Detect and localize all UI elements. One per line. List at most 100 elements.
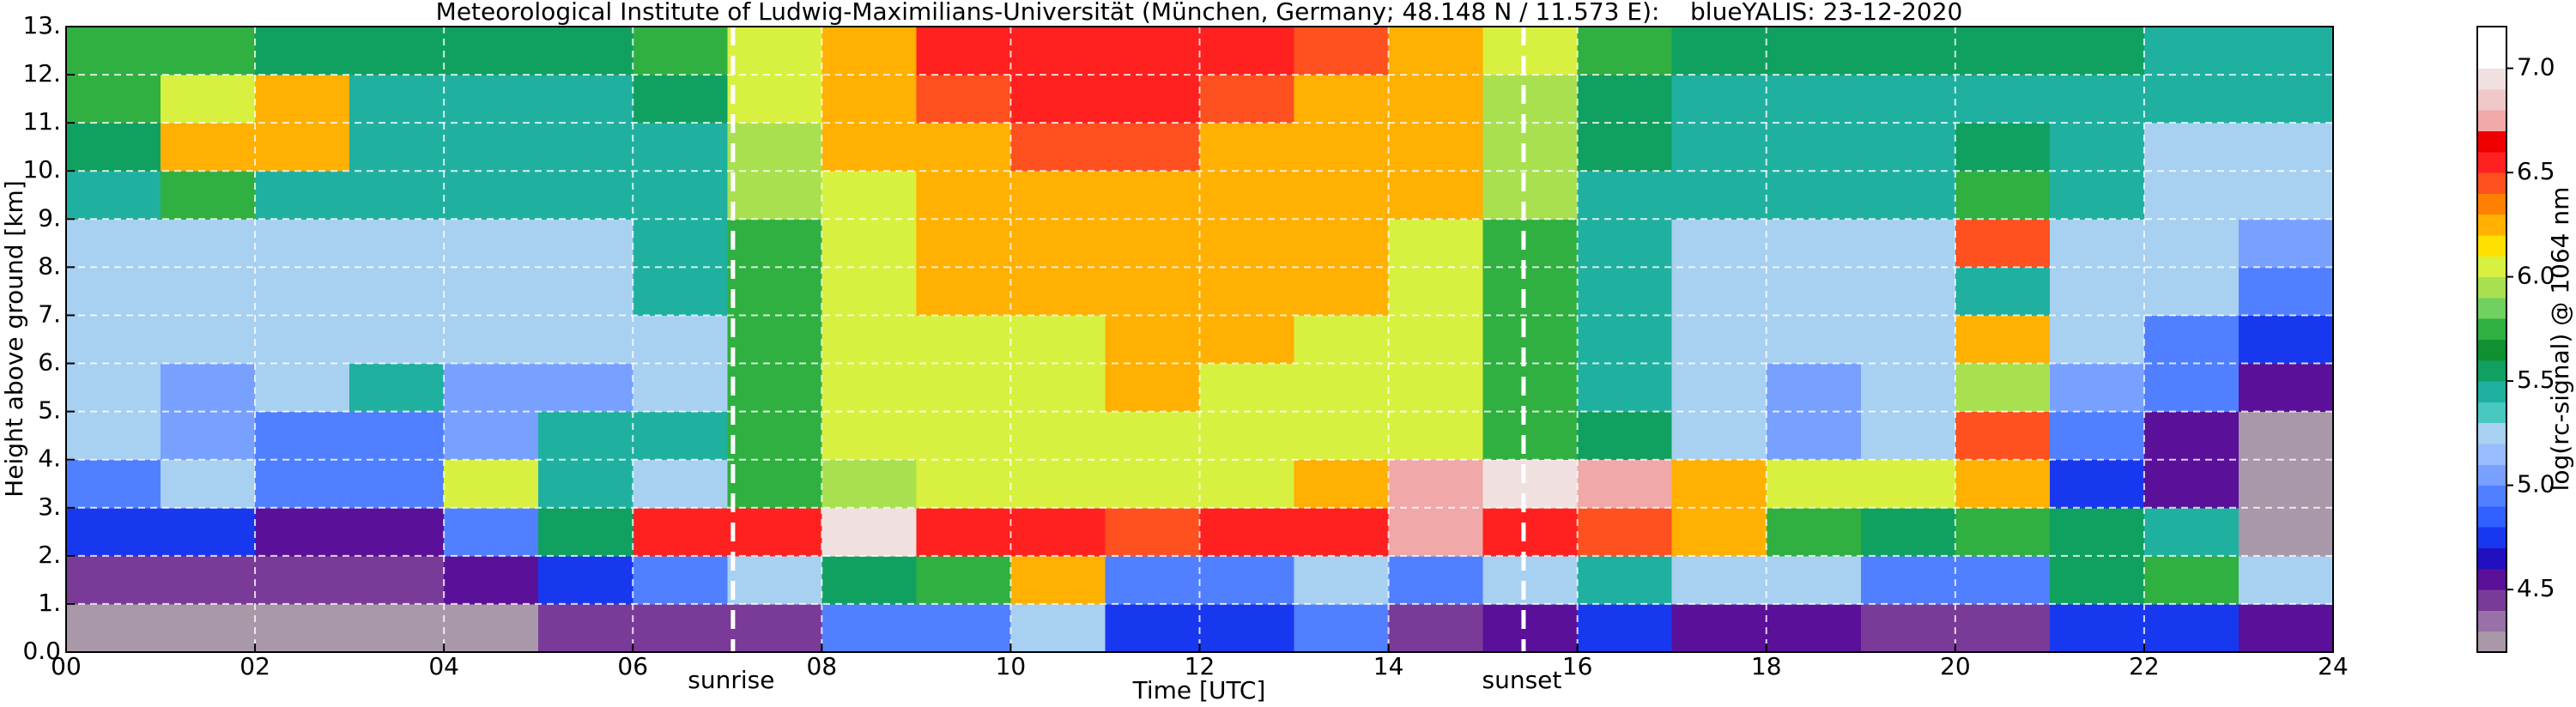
y-tick-label: 5. — [38, 396, 61, 425]
heatmap-cell — [1671, 411, 1767, 461]
heatmap-cell — [2049, 603, 2145, 653]
heatmap-cell — [633, 411, 728, 461]
x-tick-label: 12 — [1185, 652, 1215, 680]
heatmap-cell — [2143, 75, 2240, 124]
heatmap-cell — [1955, 459, 2051, 509]
heatmap-cell — [66, 363, 161, 413]
heatmap-cell — [349, 603, 445, 653]
heatmap-cell — [1010, 267, 1106, 316]
heatmap-cell — [727, 123, 822, 172]
heatmap-cell — [1010, 507, 1106, 557]
heatmap-cell — [349, 267, 445, 316]
heatmap-cell — [1482, 27, 1579, 76]
heatmap-cell — [2143, 315, 2240, 365]
heatmap-cell — [2238, 267, 2334, 316]
heatmap-cell — [2238, 27, 2334, 76]
heatmap-cell — [1294, 363, 1390, 413]
heatmap-cell — [1955, 315, 2051, 365]
heatmap-cell — [633, 363, 728, 413]
heatmap-cell — [1199, 459, 1295, 509]
heatmap-cell — [1388, 171, 1484, 220]
heatmap-cell — [1577, 27, 1673, 76]
heatmap-cell — [633, 171, 728, 220]
heatmap-cell — [1671, 603, 1767, 653]
heatmap-cell — [444, 555, 539, 605]
heatmap-cell — [2238, 459, 2334, 509]
heatmap-cell — [66, 555, 161, 605]
colorbar-step — [2477, 276, 2506, 299]
heatmap-cell — [2049, 411, 2145, 461]
colorbar-step — [2477, 68, 2506, 90]
heatmap-cell — [2143, 171, 2240, 220]
heatmap-cell — [2238, 315, 2334, 365]
heatmap-cell — [161, 555, 256, 605]
heatmap-cell — [349, 171, 445, 220]
heatmap-cell — [2049, 555, 2145, 605]
heatmap-cell — [727, 27, 822, 76]
heatmap-cell — [821, 411, 917, 461]
heatmap-cell — [161, 315, 256, 365]
heatmap-cell — [1199, 267, 1295, 316]
heatmap-cell — [255, 171, 350, 220]
heatmap-cell — [255, 459, 350, 509]
heatmap-cell — [255, 315, 350, 365]
heatmap-cell — [255, 267, 350, 316]
heatmap-cell — [1482, 603, 1579, 653]
heatmap-cell — [727, 459, 822, 509]
heatmap-cell — [2143, 459, 2240, 509]
heatmap-cell — [66, 411, 161, 461]
heatmap-cell — [1105, 27, 1200, 76]
heatmap-cell — [1388, 123, 1484, 172]
heatmap-cell — [66, 507, 161, 557]
heatmap-cell — [821, 171, 917, 220]
heatmap-cell — [821, 267, 917, 316]
heatmap-cell — [1955, 27, 2051, 76]
heatmap-cell — [1860, 459, 1956, 509]
x-tick-label: 02 — [239, 652, 270, 680]
heatmap-cell — [161, 171, 256, 220]
heatmap-cell — [1294, 459, 1390, 509]
heatmap-cell — [2049, 27, 2145, 76]
heatmap-cell — [2238, 507, 2334, 557]
colorbar-step — [2477, 297, 2506, 319]
heatmap-cell — [255, 75, 350, 124]
heatmap-cell — [916, 507, 1011, 557]
heatmap-cell — [2238, 603, 2334, 653]
colorbar-label: log(rc-signal) @ 1064 nm — [2546, 187, 2574, 492]
colorbar-step — [2477, 485, 2506, 507]
colorbar-tick-label: 4.5 — [2517, 574, 2555, 602]
heatmap-cell — [255, 27, 350, 76]
heatmap-cell — [727, 75, 822, 124]
colorbar-step — [2477, 568, 2506, 590]
colorbar-step — [2477, 589, 2506, 611]
y-tick-label: 10. — [22, 155, 61, 184]
heatmap-cell — [916, 27, 1011, 76]
heatmap-cell — [1860, 75, 1956, 124]
x-tick-label: 04 — [428, 652, 459, 680]
heatmap-cell — [538, 267, 633, 316]
colorbar-step — [2477, 547, 2506, 570]
heatmap-cell — [1388, 411, 1484, 461]
colorbar-step — [2477, 256, 2506, 278]
heatmap-cell — [1766, 603, 1862, 653]
heatmap-cell — [1294, 267, 1390, 316]
heatmap-cell — [1671, 555, 1767, 605]
heatmap-cell — [916, 219, 1011, 268]
heatmap-cell — [1860, 171, 1956, 220]
heatmap-cell — [727, 363, 822, 413]
heatmap-cell — [349, 315, 445, 365]
heatmap-cell — [1671, 315, 1767, 365]
heatmap-cell — [1105, 315, 1200, 365]
heatmap-cell — [349, 555, 445, 605]
heatmap-cell — [1955, 219, 2051, 268]
heatmap-cell — [821, 363, 917, 413]
colorbar-step — [2477, 318, 2506, 340]
heatmap-cell — [1388, 27, 1484, 76]
heatmap-cell — [1482, 315, 1579, 365]
colorbar-step — [2477, 444, 2506, 465]
x-tick-label: 14 — [1373, 652, 1404, 680]
heatmap-cell — [1199, 363, 1295, 413]
heatmap-cell — [349, 363, 445, 413]
heatmap-cell — [444, 219, 539, 268]
